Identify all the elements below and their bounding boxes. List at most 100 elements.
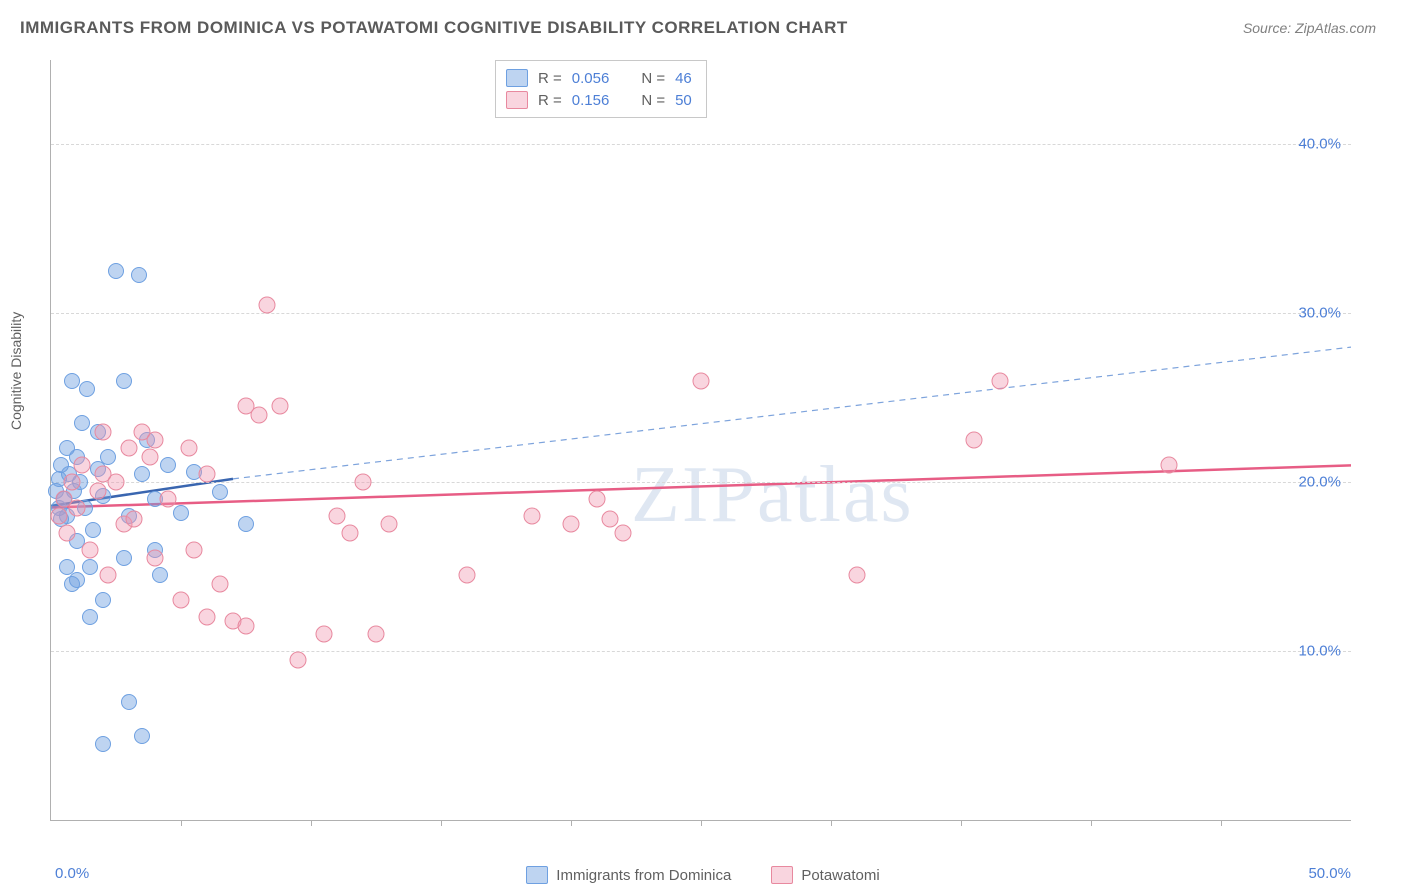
data-point bbox=[95, 465, 112, 482]
data-point bbox=[95, 592, 111, 608]
data-point bbox=[615, 524, 632, 541]
data-point bbox=[693, 372, 710, 389]
data-point bbox=[212, 484, 228, 500]
data-point bbox=[992, 372, 1009, 389]
legend-label-blue: Immigrants from Dominica bbox=[556, 867, 731, 884]
legend-swatch-pink bbox=[506, 91, 528, 109]
legend-row-blue: R = 0.056 N = 46 bbox=[506, 67, 692, 89]
r-value-blue: 0.056 bbox=[572, 70, 610, 87]
gridline bbox=[51, 144, 1351, 145]
data-point bbox=[1161, 457, 1178, 474]
data-point bbox=[173, 592, 190, 609]
data-point bbox=[199, 609, 216, 626]
source-label: Source: ZipAtlas.com bbox=[1243, 20, 1376, 36]
data-point bbox=[121, 694, 137, 710]
data-point bbox=[126, 511, 143, 528]
data-point bbox=[173, 505, 189, 521]
data-point bbox=[100, 567, 117, 584]
data-point bbox=[381, 516, 398, 533]
data-point bbox=[134, 466, 150, 482]
gridline bbox=[51, 482, 1351, 483]
legend-swatch-blue bbox=[526, 866, 548, 884]
data-point bbox=[355, 474, 372, 491]
trend-lines bbox=[51, 60, 1351, 820]
data-point bbox=[199, 465, 216, 482]
legend-row-pink: R = 0.156 N = 50 bbox=[506, 89, 692, 111]
data-point bbox=[82, 609, 98, 625]
data-point bbox=[524, 508, 541, 525]
data-point bbox=[50, 508, 67, 525]
r-label: R = bbox=[538, 70, 562, 87]
legend-label-pink: Potawatomi bbox=[801, 867, 879, 884]
data-point bbox=[290, 651, 307, 668]
data-point bbox=[79, 381, 95, 397]
data-point bbox=[563, 516, 580, 533]
data-point bbox=[131, 267, 147, 283]
legend-swatch-pink bbox=[771, 866, 793, 884]
data-point bbox=[64, 373, 80, 389]
data-point bbox=[116, 550, 132, 566]
x-tick-mark bbox=[1221, 820, 1222, 826]
data-point bbox=[212, 575, 229, 592]
data-point bbox=[141, 448, 158, 465]
x-tick-mark bbox=[311, 820, 312, 826]
data-point bbox=[63, 474, 80, 491]
r-label: R = bbox=[538, 92, 562, 109]
data-point bbox=[116, 373, 132, 389]
data-point bbox=[108, 263, 124, 279]
data-point bbox=[186, 541, 203, 558]
data-point bbox=[152, 567, 168, 583]
data-point bbox=[251, 406, 268, 423]
data-point bbox=[89, 482, 106, 499]
x-tick-mark bbox=[701, 820, 702, 826]
data-point bbox=[368, 626, 385, 643]
data-point bbox=[100, 449, 116, 465]
data-point bbox=[238, 516, 254, 532]
data-point bbox=[589, 491, 606, 508]
x-tick-mark bbox=[441, 820, 442, 826]
data-point bbox=[121, 440, 138, 457]
data-point bbox=[69, 572, 85, 588]
x-tick-mark bbox=[961, 820, 962, 826]
legend-swatch-blue bbox=[506, 69, 528, 87]
data-point bbox=[602, 511, 619, 528]
data-point bbox=[238, 617, 255, 634]
data-point bbox=[271, 398, 288, 415]
data-point bbox=[342, 524, 359, 541]
n-label: N = bbox=[641, 92, 665, 109]
data-point bbox=[69, 499, 86, 516]
data-point bbox=[95, 736, 111, 752]
data-point bbox=[316, 626, 333, 643]
series-legend: Immigrants from Dominica Potawatomi bbox=[0, 866, 1406, 884]
r-value-pink: 0.156 bbox=[572, 92, 610, 109]
data-point bbox=[74, 415, 90, 431]
gridline bbox=[51, 651, 1351, 652]
n-label: N = bbox=[641, 70, 665, 87]
data-point bbox=[74, 457, 91, 474]
data-point bbox=[160, 457, 176, 473]
data-point bbox=[329, 508, 346, 525]
data-point bbox=[58, 524, 75, 541]
data-point bbox=[966, 432, 983, 449]
data-point bbox=[147, 550, 164, 567]
y-tick-label: 40.0% bbox=[1298, 136, 1341, 153]
y-tick-label: 10.0% bbox=[1298, 643, 1341, 660]
x-tick-mark bbox=[181, 820, 182, 826]
data-point bbox=[180, 440, 197, 457]
legend-item-blue: Immigrants from Dominica bbox=[526, 866, 731, 884]
y-tick-label: 30.0% bbox=[1298, 305, 1341, 322]
data-point bbox=[95, 423, 112, 440]
data-point bbox=[459, 567, 476, 584]
n-value-blue: 46 bbox=[675, 70, 692, 87]
x-tick-mark bbox=[571, 820, 572, 826]
data-point bbox=[160, 491, 177, 508]
chart-plot-area: ZIPatlas 10.0% 20.0% 30.0% 40.0% bbox=[50, 60, 1351, 821]
y-axis-label: Cognitive Disability bbox=[8, 312, 24, 430]
data-point bbox=[134, 728, 150, 744]
x-tick-mark bbox=[1091, 820, 1092, 826]
n-value-pink: 50 bbox=[675, 92, 692, 109]
y-tick-label: 20.0% bbox=[1298, 474, 1341, 491]
data-point bbox=[147, 432, 164, 449]
watermark: ZIPatlas bbox=[631, 450, 914, 541]
chart-title: IMMIGRANTS FROM DOMINICA VS POTAWATOMI C… bbox=[20, 18, 848, 38]
